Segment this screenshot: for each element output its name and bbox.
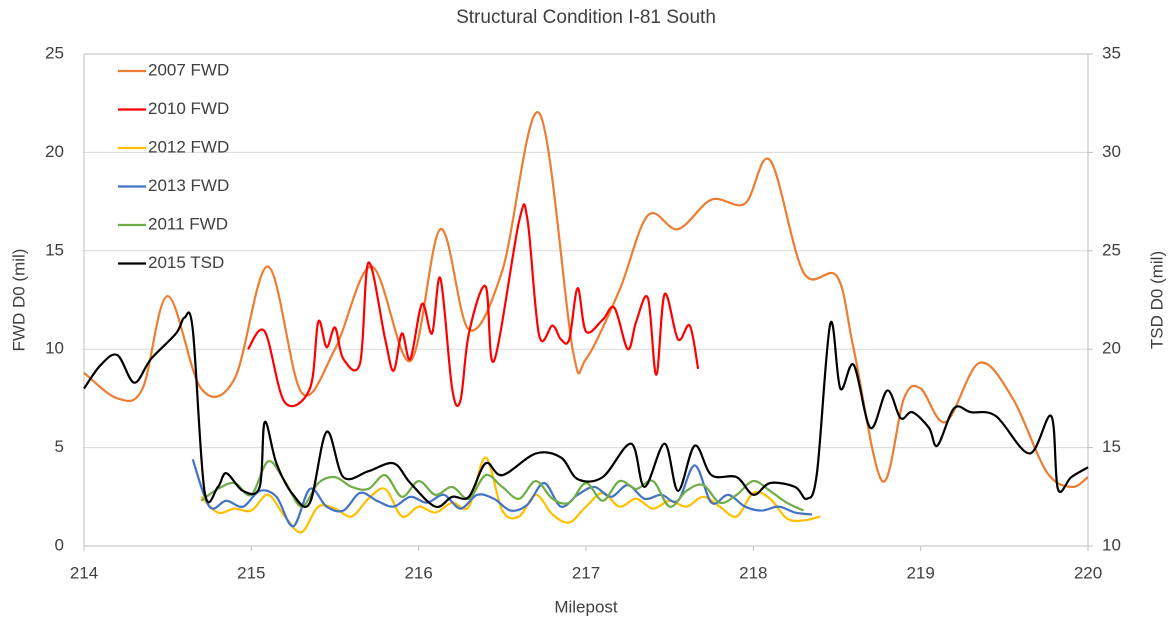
x-tick-label: 215 [237, 563, 265, 582]
plot-frame [83, 53, 1089, 547]
x-tick-label: 219 [906, 563, 934, 582]
y2-tick-label: 35 [1102, 43, 1121, 62]
x-tick-label: 217 [572, 563, 600, 582]
data-line [247, 203, 700, 408]
y-tick-label: 25 [45, 43, 64, 62]
data-line [200, 460, 805, 512]
y2-tick-label: 25 [1102, 240, 1121, 259]
x-tick-label: 214 [70, 563, 98, 582]
y2-tick-label: 30 [1102, 142, 1121, 161]
data-line [83, 111, 1089, 489]
x-tick-label: 218 [739, 563, 767, 582]
legend-label: 2015 TSD [148, 253, 224, 272]
data-line [83, 311, 1089, 509]
data-line [191, 459, 813, 528]
y2-tick-label: 20 [1102, 339, 1121, 358]
y2-tick-label: 15 [1102, 437, 1121, 456]
legend-label: 2012 FWD [148, 137, 229, 156]
y2-axis-label: TSD D0 (mil) [1147, 251, 1166, 349]
y2-tick-label: 10 [1102, 535, 1121, 554]
chart-title: Structural Condition I-81 South [456, 7, 716, 28]
legend-label: 2010 FWD [148, 99, 229, 118]
x-axis-label: Milepost [554, 597, 618, 616]
legend-label: 2013 FWD [148, 176, 229, 195]
y-tick-label: 0 [55, 535, 64, 554]
y-tick-label: 20 [45, 142, 64, 161]
y-tick-label: 5 [55, 437, 64, 456]
legend-label: 2007 FWD [148, 60, 229, 79]
y-tick-label: 15 [45, 240, 64, 259]
x-tick-label: 220 [1074, 563, 1102, 582]
x-tick-label: 216 [404, 563, 432, 582]
data-line [200, 456, 821, 534]
legend-label: 2011 FWD [148, 214, 228, 233]
y-tick-label: 10 [45, 339, 64, 358]
y-axis-label: FWD D0 (mil) [9, 249, 28, 352]
